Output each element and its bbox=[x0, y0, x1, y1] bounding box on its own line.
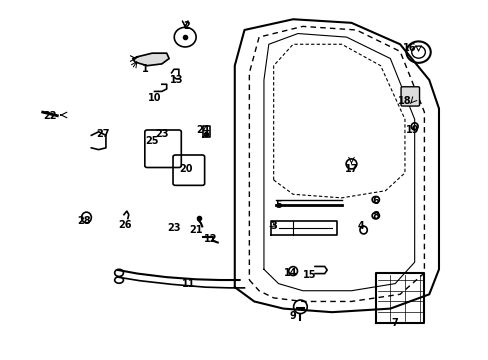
Text: 27: 27 bbox=[97, 129, 110, 139]
Text: 28: 28 bbox=[77, 216, 91, 226]
Text: 13: 13 bbox=[169, 75, 183, 85]
Text: 9: 9 bbox=[289, 311, 296, 321]
Text: 23: 23 bbox=[155, 129, 168, 139]
Text: 11: 11 bbox=[182, 279, 195, 289]
Text: 23: 23 bbox=[167, 223, 181, 233]
Text: 21: 21 bbox=[189, 225, 202, 235]
Text: 22: 22 bbox=[43, 111, 57, 121]
Text: 18: 18 bbox=[397, 96, 411, 107]
Text: 4: 4 bbox=[357, 221, 364, 231]
Text: 14: 14 bbox=[284, 268, 297, 278]
FancyBboxPatch shape bbox=[400, 87, 419, 106]
Text: 24: 24 bbox=[196, 125, 209, 135]
Text: 6: 6 bbox=[372, 197, 378, 206]
Text: 19: 19 bbox=[405, 125, 418, 135]
Text: 8: 8 bbox=[371, 211, 378, 221]
Text: 26: 26 bbox=[119, 220, 132, 230]
Text: 25: 25 bbox=[145, 136, 159, 146]
Text: 17: 17 bbox=[344, 164, 358, 174]
Text: 2: 2 bbox=[183, 21, 189, 31]
Text: 7: 7 bbox=[391, 318, 398, 328]
Text: 15: 15 bbox=[303, 270, 316, 280]
Text: 5: 5 bbox=[275, 200, 282, 210]
Text: 12: 12 bbox=[203, 234, 217, 244]
Text: 1: 1 bbox=[141, 64, 148, 74]
Polygon shape bbox=[132, 53, 169, 66]
Text: 3: 3 bbox=[270, 221, 277, 231]
Text: 16: 16 bbox=[402, 43, 416, 53]
Text: 20: 20 bbox=[179, 164, 192, 174]
Text: 10: 10 bbox=[147, 93, 161, 103]
